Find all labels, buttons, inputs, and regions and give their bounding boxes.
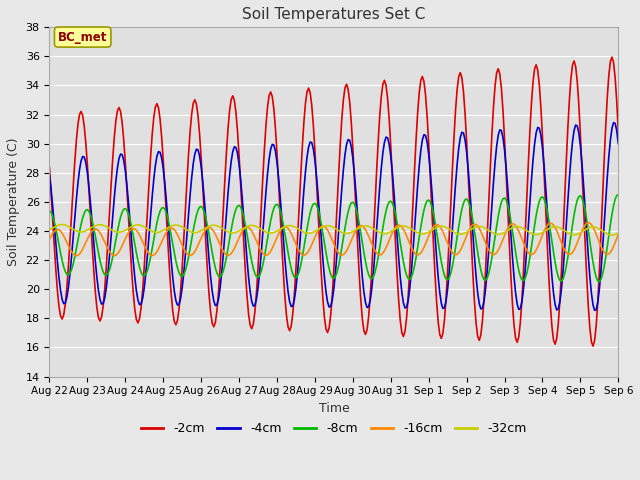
Title: Soil Temperatures Set C: Soil Temperatures Set C xyxy=(242,7,426,22)
Legend: -2cm, -4cm, -8cm, -16cm, -32cm: -2cm, -4cm, -8cm, -16cm, -32cm xyxy=(136,417,532,440)
X-axis label: Time: Time xyxy=(319,402,349,415)
Text: BC_met: BC_met xyxy=(58,31,108,44)
Y-axis label: Soil Temperature (C): Soil Temperature (C) xyxy=(7,138,20,266)
